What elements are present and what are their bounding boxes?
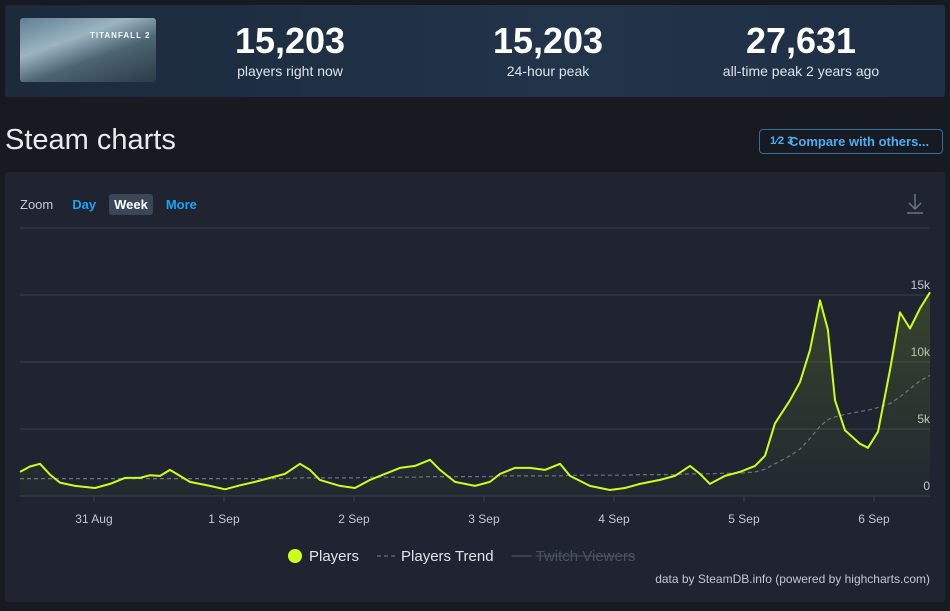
x-tick-label: 6 Sep: [858, 512, 890, 526]
series-line: [19, 291, 931, 491]
stat-value: 15,203: [234, 20, 346, 61]
stat: 15,203 24-hour peak: [438, 20, 658, 80]
image-caption: TITANFALL 2: [90, 31, 151, 40]
stat: 15,203 players right now: [180, 20, 400, 80]
stat-value: 15,203: [492, 20, 604, 61]
stat-label: 24-hour peak: [506, 63, 590, 79]
download-icon[interactable]: [907, 194, 923, 214]
zoom-label: Zoom: [20, 197, 54, 212]
legend-marker: [288, 549, 302, 563]
legend-item[interactable]: Players: [288, 548, 359, 565]
legend-label: Players: [309, 548, 359, 565]
compare-button[interactable]: 1⁄2 3 Compare with others...: [759, 129, 943, 154]
x-tick-label: 3 Sep: [468, 512, 500, 526]
credit: data by SteamDB.info (powered by highcha…: [655, 572, 930, 586]
zoom-bar: Zoom Day Week More: [20, 194, 202, 215]
legend-item[interactable]: Twitch Viewers: [511, 548, 636, 565]
stat-value: 27,631: [745, 20, 857, 61]
legend-label: Players Trend: [401, 548, 494, 565]
compare-icon: 1⁄2 3: [770, 135, 794, 147]
zoom-option[interactable]: Day: [72, 197, 97, 212]
x-tick-label: 4 Sep: [598, 512, 630, 526]
y-tick-label: 15k: [911, 278, 931, 292]
header: TITANFALL 2 15,203 players right now 15,…: [5, 5, 945, 97]
game-image[interactable]: TITANFALL 2: [20, 18, 156, 82]
chart-panel: Zoom Day Week More: [5, 172, 945, 602]
x-tick-label: 31 Aug: [75, 512, 112, 526]
stat-label: players right now: [237, 63, 343, 79]
stat-label: all-time peak 2 years ago: [722, 63, 880, 79]
zoom-option[interactable]: Week: [109, 194, 153, 215]
x-tick-label: 2 Sep: [338, 512, 370, 526]
x-tick-label: 5 Sep: [728, 512, 760, 526]
page-title: Steam charts: [5, 124, 176, 156]
zoom-option[interactable]: More: [165, 197, 197, 212]
compare-label: Compare with others...: [789, 134, 930, 149]
stat: 27,631 all-time peak 2 years ago: [691, 20, 911, 80]
legend-item[interactable]: Players Trend: [377, 548, 494, 565]
x-tick-label: 1 Sep: [208, 512, 240, 526]
area-fill: [20, 292, 930, 496]
